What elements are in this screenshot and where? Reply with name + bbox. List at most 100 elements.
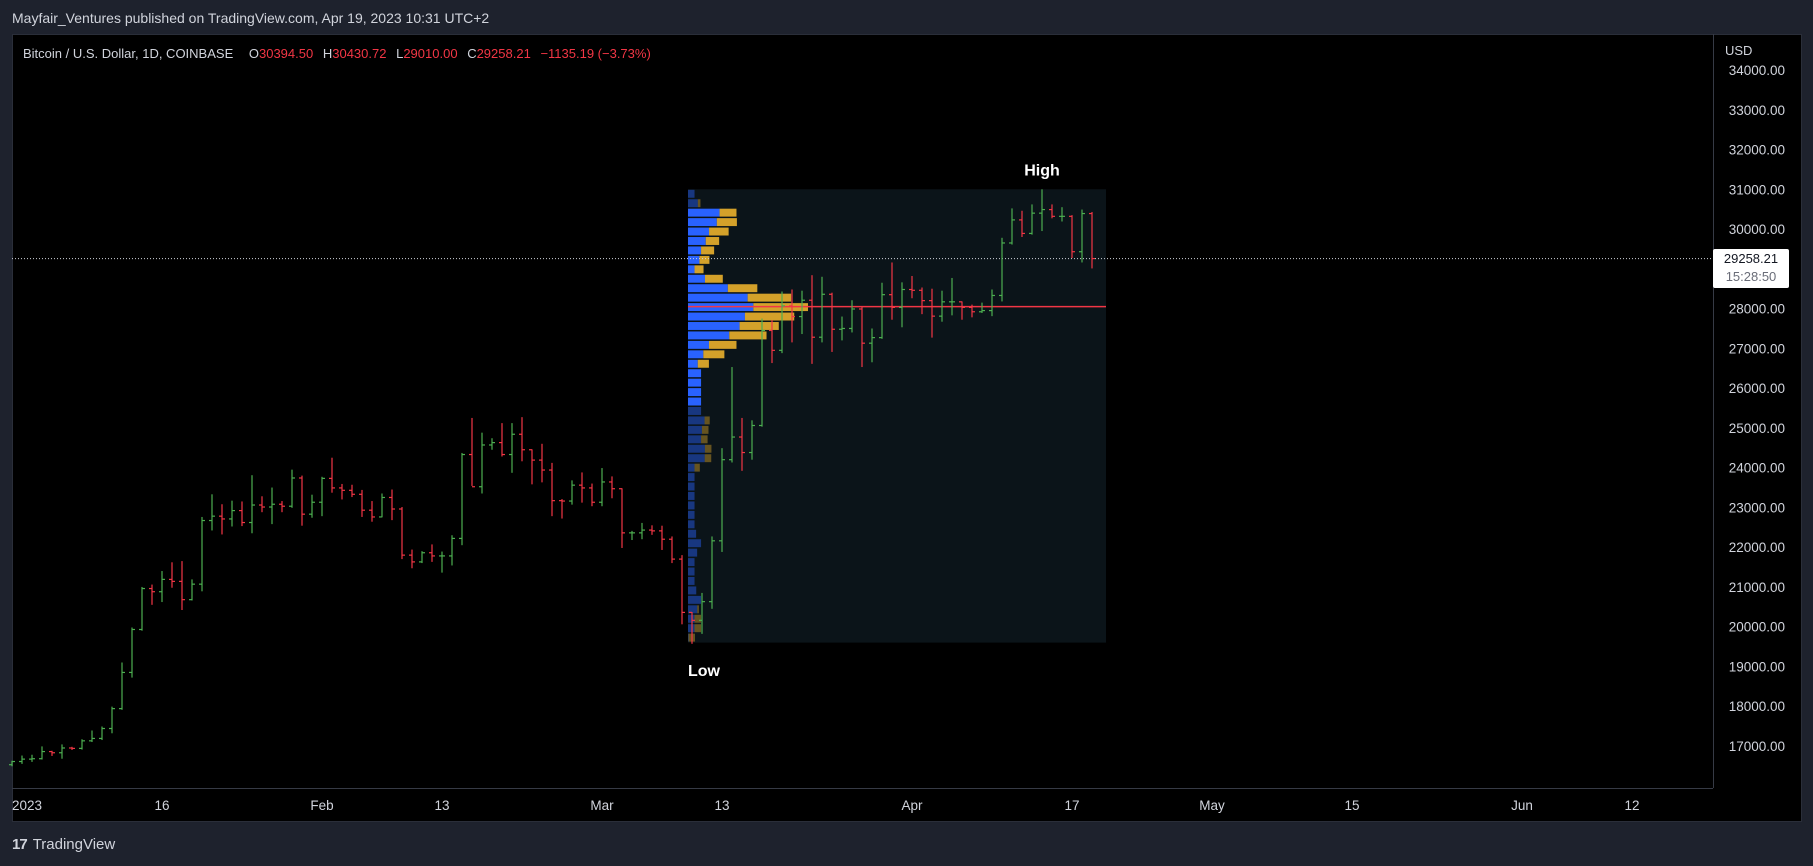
last-price-value: 29258.21	[1723, 251, 1779, 266]
ohlc-bar	[929, 288, 935, 338]
ohlc-bar	[139, 586, 145, 631]
volume-profile-bar-down	[719, 208, 737, 217]
ohlc-bar	[49, 750, 55, 756]
ohlc-bar	[529, 449, 535, 485]
volume-profile-bar-down	[697, 199, 701, 208]
time-tick-label: 15	[1344, 798, 1359, 813]
legend-symbol: Bitcoin / U.S. Dollar, 1D, COINBASE	[23, 46, 234, 61]
volume-profile-bar-up	[688, 586, 697, 595]
volume-profile-bar-up	[688, 378, 702, 387]
ohlc-bar	[299, 475, 305, 526]
currency-label[interactable]: USD	[1725, 43, 1753, 58]
ohlc-bar	[329, 457, 335, 493]
ohlc-bar	[309, 494, 315, 518]
volume-profile-bar-down	[694, 624, 702, 633]
ohlc-bar	[1029, 204, 1035, 235]
ohlc-bar	[419, 551, 425, 564]
volume-profile-bar-up	[688, 492, 695, 500]
volume-profile-bar-up	[688, 463, 695, 472]
price-tick-label: 21000.00	[1729, 580, 1785, 595]
volume-profile-bar-down	[716, 218, 737, 227]
volume-profile-bar-down	[703, 350, 725, 359]
ohlc-bar	[269, 487, 275, 525]
ohlc-bar	[369, 501, 375, 522]
ohlc-bar	[199, 516, 205, 592]
volume-profile-bar-down	[744, 312, 795, 321]
legend-high-value: 30430.72	[332, 46, 387, 61]
volume-profile-bar-down	[729, 331, 767, 340]
volume-profile-bar-up	[688, 510, 695, 519]
ohlc-bar	[229, 500, 235, 527]
volume-profile-bar-up	[688, 473, 695, 482]
volume-profile-bar-down	[704, 274, 723, 283]
ohlc-bar	[149, 584, 155, 605]
ohlc-bar	[219, 504, 225, 535]
ohlc-bar	[1059, 207, 1065, 222]
ohlc-bar	[749, 420, 755, 460]
price-tick-label: 23000.00	[1729, 500, 1785, 515]
time-axis[interactable]	[12, 788, 1713, 823]
ohlc-bar	[259, 496, 265, 513]
ohlc-bar	[899, 282, 905, 328]
ohlc-bar	[399, 507, 405, 560]
ohlc-bar	[619, 488, 625, 548]
ohlc-bar	[729, 367, 735, 463]
price-tick-label: 27000.00	[1729, 341, 1785, 356]
ohlc-bar	[759, 318, 765, 427]
ohlc-bar	[29, 754, 35, 762]
price-axis[interactable]	[1713, 34, 1803, 788]
ohlc-bar	[599, 468, 605, 507]
time-tick-label: 12	[1624, 798, 1639, 813]
time-tick-label: 13	[434, 798, 449, 813]
ohlc-bar	[239, 501, 245, 527]
volume-profile-bar-down	[739, 322, 779, 330]
volume-profile-bar-down	[708, 340, 737, 349]
ohlc-bar	[569, 480, 575, 505]
ohlc-bar	[349, 484, 355, 498]
ohlc-bar	[1039, 189, 1045, 232]
volume-profile-bar-up	[688, 293, 748, 302]
ohlc-bar	[519, 417, 525, 462]
ohlc-bar	[549, 462, 555, 517]
ohlc-bar	[439, 551, 445, 573]
volume-profile-bar-up	[688, 218, 717, 227]
volume-profile-bar-down	[704, 416, 710, 425]
ohlc-bar	[289, 469, 295, 508]
volume-profile-bar-up	[688, 605, 698, 614]
ohlc-bar	[99, 726, 105, 741]
bar-countdown: 15:28:50	[1725, 269, 1777, 284]
ohlc-bar	[809, 275, 815, 364]
ohlc-bar	[409, 549, 415, 569]
time-tick-label: Apr	[901, 798, 923, 813]
price-tick-label: 26000.00	[1729, 381, 1785, 396]
ohlc-bar	[359, 489, 365, 517]
price-tick-label: 32000.00	[1729, 143, 1785, 158]
ohlc-bar	[719, 448, 725, 552]
tradingview-footer[interactable]: 17 TradingView	[12, 836, 115, 853]
volume-profile-bar-up	[688, 614, 695, 623]
volume-profile-bar-down	[727, 284, 758, 293]
ohlc-bar	[709, 536, 715, 609]
ohlc-bar	[209, 494, 215, 531]
volume-profile-bar-up	[688, 350, 704, 359]
time-tick-label: 17	[1064, 798, 1079, 813]
ohlc-bar	[839, 316, 845, 341]
publisher-caption: Mayfair_Ventures published on TradingVie…	[12, 10, 490, 26]
volume-profile-bar-down	[699, 255, 710, 264]
ohlc-bar	[909, 275, 915, 299]
ohlc-bar	[849, 300, 855, 333]
ohlc-bar	[69, 746, 75, 750]
volume-profile-bar-up	[688, 255, 700, 264]
volume-profile-bar-up	[688, 246, 702, 255]
last-price-tag: 29258.21 15:28:50	[1713, 249, 1789, 288]
ohlc-bar	[999, 237, 1005, 302]
ohlc-bar	[469, 417, 475, 488]
ohlc-bar	[559, 499, 565, 519]
volume-profile-bar-up	[688, 520, 695, 529]
volume-profile-bar-up	[688, 359, 698, 368]
ohlc-bar	[509, 423, 515, 473]
ohlc-bar	[499, 423, 505, 457]
ohlc-bar	[609, 476, 615, 499]
legend-high-label: H	[322, 46, 333, 61]
volume-profile-bar-up	[688, 274, 705, 283]
